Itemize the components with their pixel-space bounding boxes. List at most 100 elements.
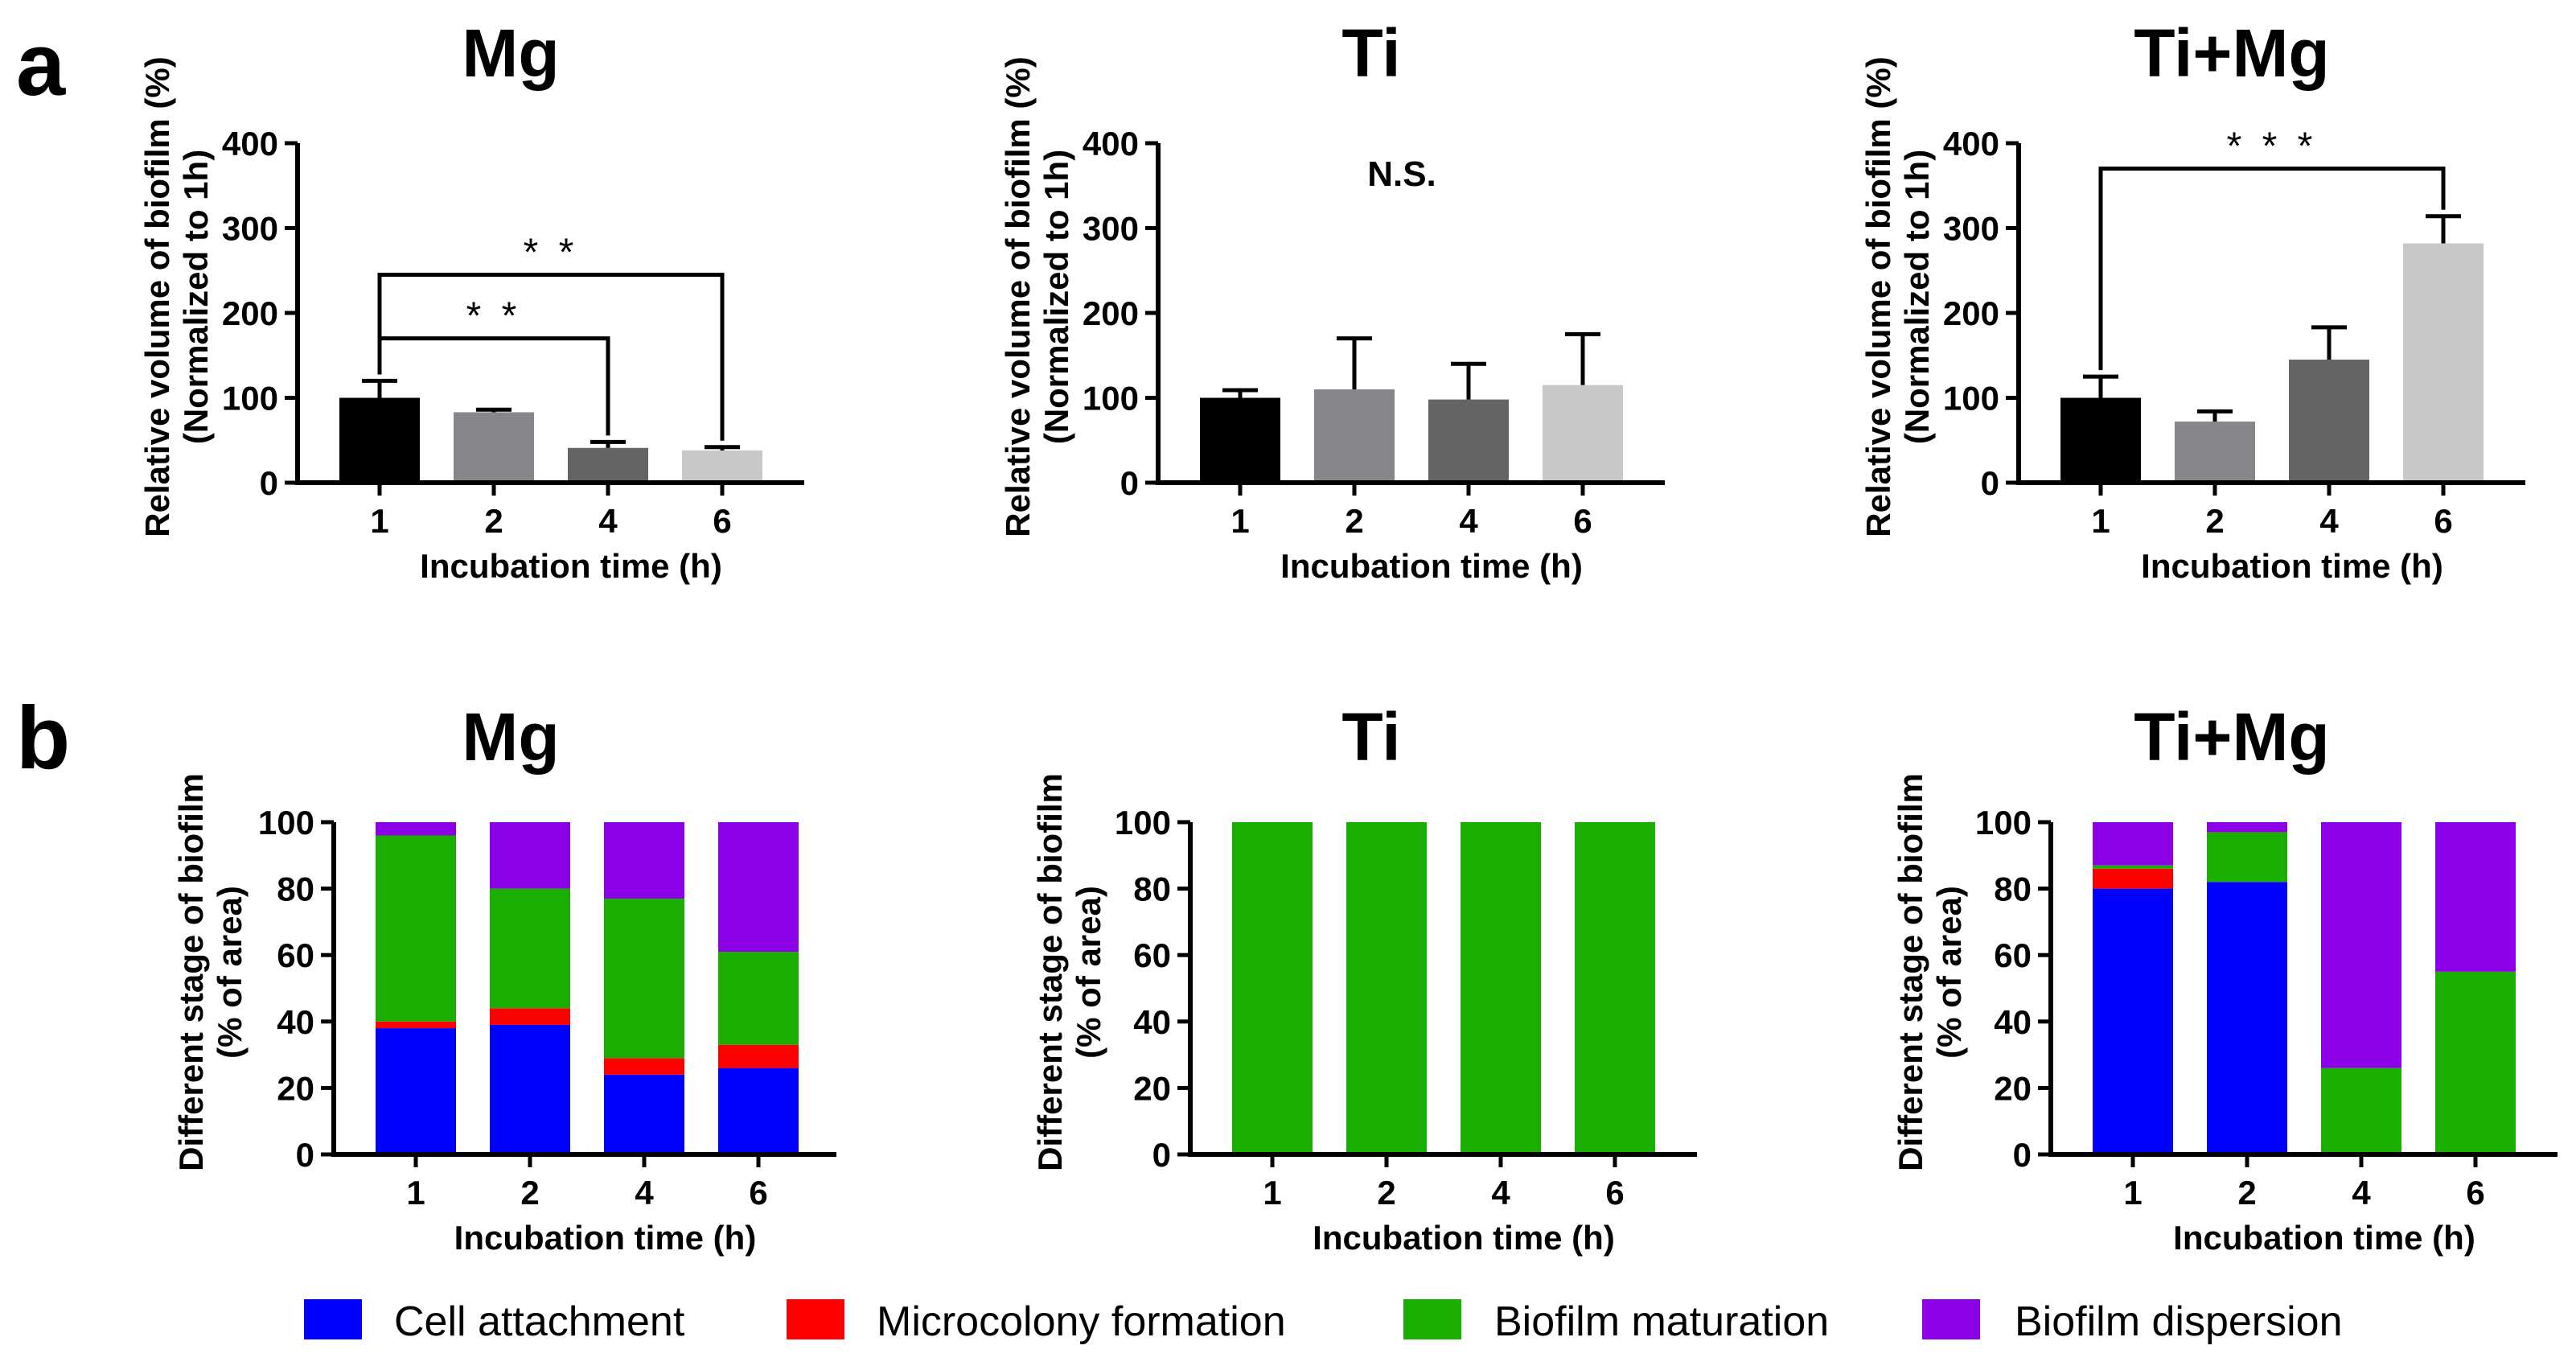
panel-label-b: b	[16, 689, 70, 788]
y-tick-label: 40	[1133, 1003, 1171, 1041]
y-tick-label: 20	[1133, 1069, 1171, 1107]
bar-2h	[454, 412, 534, 483]
bar-6h	[682, 450, 762, 483]
y-tick-label: 0	[2013, 1136, 2032, 1174]
chart-b-mg: Mg Different stage of biofilm (% of area) 0…	[172, 699, 836, 1257]
significance-label: * * *	[2227, 125, 2318, 168]
bar-6h	[2403, 243, 2484, 483]
segment-microcolony-formation-2h	[490, 1008, 570, 1025]
significance-bracket	[377, 273, 725, 441]
legend-label-biofilm-dispersion: Biofilm dispersion	[2015, 1298, 2343, 1345]
segment-biofilm-dispersion-1h	[376, 822, 456, 836]
y-tick-label: 400	[222, 125, 278, 163]
legend: Cell attachment Microcolony formation Biof…	[304, 1298, 2343, 1345]
segment-cell-attachment-2h	[2207, 882, 2287, 1154]
y-axis-subtitle: (% of area)	[211, 886, 249, 1059]
segment-biofilm-dispersion-2h	[490, 822, 570, 889]
chart-title: Ti+Mg	[2134, 699, 2329, 775]
segment-biofilm-maturation-2h	[490, 888, 570, 1009]
x-tick-label: 2	[2237, 1174, 2256, 1212]
legend-label-biofilm-maturation: Biofilm maturation	[1494, 1298, 1829, 1345]
chart-b-ti-plus-mg: Ti+Mg Different stage of biofilm (% of are…	[1892, 699, 2558, 1257]
segment-biofilm-maturation-6h	[2435, 971, 2516, 1154]
x-tick-label: 1	[1230, 502, 1249, 540]
y-axis-title: Relative volume of biofilm (%)	[138, 56, 176, 537]
x-tick-label: 1	[2091, 502, 2110, 540]
y-tick-label: 100	[1975, 804, 2032, 841]
x-tick-label: 6	[749, 1174, 767, 1212]
y-tick-label: 0	[296, 1136, 314, 1174]
segment-biofilm-dispersion-4h	[604, 822, 684, 899]
y-axis-title: Relative volume of biofilm (%)	[999, 56, 1037, 537]
segment-biofilm-dispersion-6h	[718, 822, 799, 952]
y-axis-subtitle: (% of area)	[1070, 886, 1107, 1059]
x-axis-title: Incubation time (h)	[2141, 547, 2443, 585]
segment-biofilm-dispersion-6h	[2435, 822, 2516, 972]
y-tick-label: 300	[1943, 210, 1999, 248]
segment-cell-attachment-2h	[490, 1024, 570, 1154]
segment-biofilm-maturation-6h	[718, 952, 799, 1045]
segment-cell-attachment-4h	[604, 1074, 684, 1154]
y-axis-subtitle: (Normalized to 1h)	[177, 150, 215, 444]
x-tick-label: 6	[1605, 1174, 1624, 1212]
x-tick-label: 4	[598, 502, 618, 540]
segment-cell-attachment-6h	[718, 1068, 799, 1154]
y-tick-label: 400	[1943, 125, 1999, 163]
legend-swatch-biofilm-maturation	[1403, 1299, 1461, 1339]
x-axis-title: Incubation time (h)	[2173, 1219, 2475, 1257]
x-axis-title: Incubation time (h)	[1280, 547, 1583, 585]
y-tick-label: 100	[1115, 804, 1171, 841]
x-tick-label: 6	[2434, 502, 2452, 540]
bar-4h	[568, 447, 648, 483]
x-tick-label: 6	[1573, 502, 1592, 540]
y-axis-subtitle: (Normalized to 1h)	[1898, 150, 1936, 444]
y-tick-label: 0	[260, 464, 278, 502]
x-axis-title: Incubation time (h)	[420, 547, 722, 585]
x-tick-label: 4	[1491, 1174, 1510, 1212]
y-tick-label: 200	[222, 294, 278, 332]
y-tick-label: 60	[277, 936, 314, 974]
chart-a-ti-plus-mg: Ti+Mg Relative volume of biofilm (%) (Norm…	[1859, 15, 2525, 585]
y-tick-label: 40	[277, 1003, 314, 1041]
y-tick-label: 80	[277, 870, 314, 908]
chart-title: Ti	[1341, 15, 1400, 91]
bar-1h	[1200, 397, 1280, 483]
significance-label: * *	[466, 295, 522, 338]
segment-biofilm-maturation-1h	[376, 835, 456, 1022]
y-tick-label: 20	[1994, 1069, 2032, 1107]
y-tick-label: 200	[1943, 294, 1999, 332]
chart-a-ti: Ti Relative volume of biofilm (%) (Normali…	[999, 15, 1665, 585]
segment-microcolony-formation-6h	[718, 1044, 799, 1068]
chart-b-ti: Ti Different stage of biofilm (% of area) 0…	[1031, 699, 1697, 1257]
legend-swatch-biofilm-dispersion	[1922, 1299, 1980, 1339]
x-tick-label: 2	[1345, 502, 1363, 540]
y-tick-label: 0	[1120, 464, 1139, 502]
y-axis-title: Different stage of biofilm	[172, 773, 210, 1171]
segment-microcolony-formation-4h	[604, 1058, 684, 1075]
significance-label: * *	[524, 232, 579, 274]
y-axis-title: Different stage of biofilm	[1892, 773, 1929, 1171]
y-tick-label: 200	[1083, 294, 1139, 332]
y-tick-label: 80	[1133, 870, 1171, 908]
y-tick-label: 60	[1133, 936, 1171, 974]
y-tick-label: 100	[258, 804, 314, 841]
segment-biofilm-dispersion-4h	[2321, 822, 2401, 1068]
segment-biofilm-maturation-1h	[2093, 865, 2173, 869]
segment-cell-attachment-1h	[376, 1028, 456, 1154]
y-tick-label: 0	[1152, 1136, 1171, 1174]
chart-title: Mg	[462, 699, 559, 775]
y-tick-label: 0	[1981, 464, 1999, 502]
chart-a-mg: Mg Relative volume of biofilm (%) (Normali…	[138, 15, 804, 585]
x-tick-label: 4	[2352, 1174, 2371, 1212]
x-tick-label: 4	[2319, 502, 2339, 540]
segment-microcolony-formation-1h	[2093, 868, 2173, 889]
y-tick-label: 300	[1083, 210, 1139, 248]
segment-biofilm-maturation-6h	[1575, 822, 1655, 1154]
significance-bracket	[2098, 167, 2446, 371]
y-tick-label: 40	[1994, 1003, 2032, 1041]
chart-title: Mg	[462, 15, 559, 91]
x-tick-label: 1	[1263, 1174, 1281, 1212]
y-tick-label: 400	[1083, 125, 1139, 163]
x-tick-label: 4	[1459, 502, 1478, 540]
